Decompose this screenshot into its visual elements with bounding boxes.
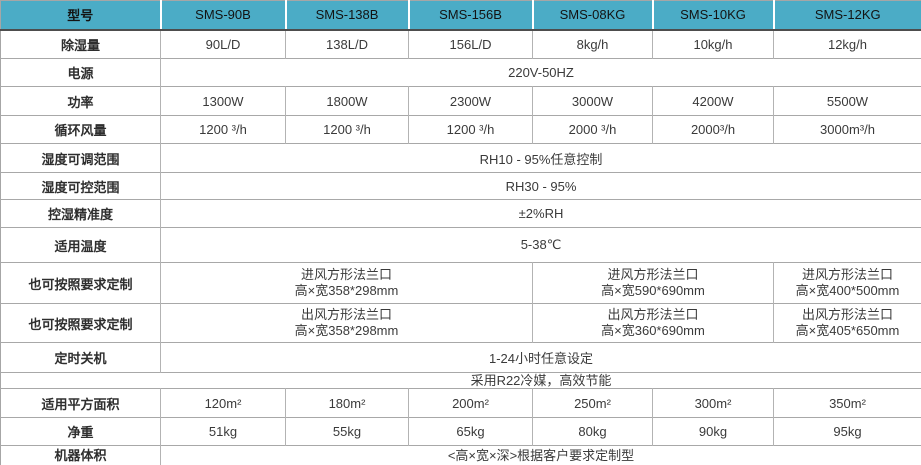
value-cell: 5500W	[773, 86, 921, 116]
value-cell-group: 进风方形法兰口 高×宽400*500mm	[773, 262, 921, 304]
value-cell: 12kg/h	[773, 29, 921, 59]
row-label: 除湿量	[0, 29, 161, 59]
value-cell: 156L/D	[408, 29, 533, 59]
value-cell: 300m²	[652, 388, 774, 418]
flange-size: 高×宽358*298mm	[294, 283, 399, 298]
value-cell: 1200 ³/h	[160, 115, 286, 144]
row-air-circulation: 循环风量 1200 ³/h 1200 ³/h 1200 ³/h 2000 ³/h…	[0, 115, 921, 144]
value-cell-full: 采用R22冷媒，高效节能	[0, 372, 921, 389]
value-cell: 4200W	[652, 86, 774, 116]
row-power-supply: 电源 220V-50HZ	[0, 58, 921, 87]
row-power: 功率 1300W 1800W 2300W 3000W 4200W 5500W	[0, 86, 921, 116]
header-cell-model-1: SMS-90B	[160, 0, 287, 31]
flange-type: 进风方形法兰口	[607, 267, 699, 282]
row-timer-shutdown: 定时关机 1-24小时任意设定	[0, 342, 921, 373]
row-label: 循环风量	[0, 115, 161, 144]
flange-type: 出风方形法兰口	[607, 307, 699, 322]
value-cell: 1300W	[160, 86, 286, 116]
value-cell-span: 1-24小时任意设定	[160, 342, 921, 373]
value-cell-span: RH10 - 95%任意控制	[160, 143, 921, 173]
value-cell: 8kg/h	[532, 29, 653, 59]
flange-type: 进风方形法兰口	[300, 267, 392, 282]
row-label: 适用平方面积	[0, 388, 161, 418]
value-cell: 3000m³/h	[773, 115, 921, 144]
value-cell-group: 出风方形法兰口 高×宽358*298mm	[160, 303, 533, 343]
row-outlet-flange-custom: 也可按照要求定制 出风方形法兰口 高×宽358*298mm 出风方形法兰口 高×…	[0, 303, 921, 343]
row-label: 也可按照要求定制	[0, 303, 161, 343]
header-row: 型号 SMS-90B SMS-138B SMS-156B SMS-08KG SM…	[0, 0, 921, 31]
value-cell: 1200 ³/h	[408, 115, 533, 144]
row-label: 净重	[0, 417, 161, 446]
header-cell-model-4: SMS-08KG	[532, 0, 654, 31]
value-cell: 80kg	[532, 417, 653, 446]
row-machine-volume: 机器体积 <高×宽×深>根据客户要求定制型	[0, 445, 921, 465]
row-inlet-flange-custom: 也可按照要求定制 进风方形法兰口 高×宽358*298mm 进风方形法兰口 高×…	[0, 262, 921, 304]
value-cell: 120m²	[160, 388, 286, 418]
row-label: 功率	[0, 86, 161, 116]
row-label: 定时关机	[0, 342, 161, 373]
value-cell-span: <高×宽×深>根据客户要求定制型	[160, 445, 921, 465]
value-cell-span: 220V-50HZ	[160, 58, 921, 87]
row-net-weight: 净重 51kg 55kg 65kg 80kg 90kg 95kg	[0, 417, 921, 446]
row-humidity-control-range: 湿度可控范围 RH30 - 95%	[0, 172, 921, 200]
row-operating-temperature: 适用温度 5-38℃	[0, 227, 921, 263]
value-cell: 51kg	[160, 417, 286, 446]
value-cell: 200m²	[408, 388, 533, 418]
flange-size: 高×宽590*690mm	[601, 283, 705, 298]
value-cell: 65kg	[408, 417, 533, 446]
header-cell-model-3: SMS-156B	[408, 0, 534, 31]
value-cell: 1800W	[285, 86, 409, 116]
flange-type: 出风方形法兰口	[801, 307, 893, 322]
flange-size: 高×宽358*298mm	[294, 323, 399, 338]
value-cell-group: 进风方形法兰口 高×宽358*298mm	[160, 262, 533, 304]
value-cell-span: ±2%RH	[160, 199, 921, 228]
row-applicable-area: 适用平方面积 120m² 180m² 200m² 250m² 300m² 350…	[0, 388, 921, 418]
value-cell: 250m²	[532, 388, 653, 418]
value-cell: 1200 ³/h	[285, 115, 409, 144]
flange-type: 出风方形法兰口	[300, 307, 392, 322]
row-humidity-accuracy: 控湿精准度 ±2%RH	[0, 199, 921, 228]
row-humidity-adjust-range: 湿度可调范围 RH10 - 95%任意控制	[0, 143, 921, 173]
row-label: 湿度可调范围	[0, 143, 161, 173]
value-cell-span: 5-38℃	[160, 227, 921, 263]
value-cell: 138L/D	[285, 29, 409, 59]
header-cell-model-6: SMS-12KG	[773, 0, 921, 31]
value-cell: 90L/D	[160, 29, 286, 59]
flange-size: 高×宽360*690mm	[601, 323, 705, 338]
value-cell: 2000 ³/h	[532, 115, 653, 144]
value-cell: 180m²	[285, 388, 409, 418]
row-label: 适用温度	[0, 227, 161, 263]
row-label: 机器体积	[0, 445, 161, 465]
header-model-label: 型号	[0, 0, 162, 31]
flange-size: 高×宽405*650mm	[795, 323, 900, 338]
value-cell: 2300W	[408, 86, 533, 116]
row-label: 湿度可控范围	[0, 172, 161, 200]
value-cell: 2000³/h	[652, 115, 774, 144]
header-cell-model-5: SMS-10KG	[652, 0, 775, 31]
row-dehumidifying-capacity: 除湿量 90L/D 138L/D 156L/D 8kg/h 10kg/h 12k…	[0, 29, 921, 59]
value-cell: 90kg	[652, 417, 774, 446]
value-cell: 350m²	[773, 388, 921, 418]
value-cell: 3000W	[532, 86, 653, 116]
flange-size: 高×宽400*500mm	[795, 283, 900, 298]
row-refrigerant-note: 采用R22冷媒，高效节能	[0, 372, 921, 389]
row-label: 控湿精准度	[0, 199, 161, 228]
value-cell-span: RH30 - 95%	[160, 172, 921, 200]
flange-type: 进风方形法兰口	[801, 267, 893, 282]
value-cell: 55kg	[285, 417, 409, 446]
header-cell-model-2: SMS-138B	[285, 0, 410, 31]
row-label: 电源	[0, 58, 161, 87]
value-cell-group: 出风方形法兰口 高×宽360*690mm	[532, 303, 774, 343]
value-cell: 10kg/h	[652, 29, 774, 59]
value-cell-group: 进风方形法兰口 高×宽590*690mm	[532, 262, 774, 304]
row-label: 也可按照要求定制	[0, 262, 161, 304]
value-cell: 95kg	[773, 417, 921, 446]
value-cell-group: 出风方形法兰口 高×宽405*650mm	[773, 303, 921, 343]
